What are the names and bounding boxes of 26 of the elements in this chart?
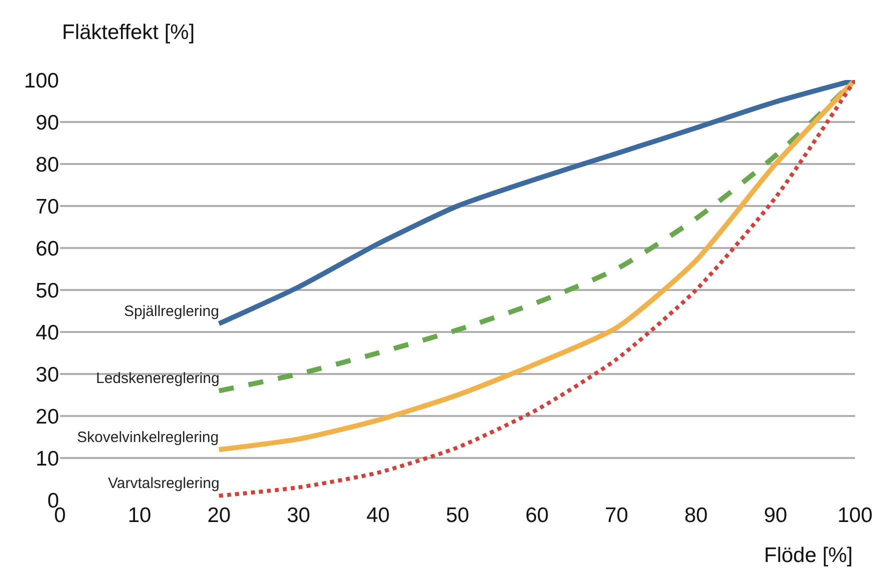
series-label: Skovelvinkelreglering — [77, 429, 219, 446]
x-tick-label: 90 — [764, 504, 788, 527]
y-tick-label: 100 — [24, 69, 59, 92]
y-tick-label: 80 — [36, 153, 59, 176]
x-tick-label: 80 — [684, 504, 708, 527]
y-axis-title: Fläkteffekt [%] — [62, 21, 195, 44]
y-tick-label: 50 — [36, 279, 59, 302]
x-axis-title: Flöde [%] — [764, 544, 853, 567]
x-tick-label: 20 — [207, 504, 231, 527]
series-label: Spjällreglering — [124, 303, 220, 320]
x-tick-label: 100 — [837, 504, 873, 527]
x-tick-label: 70 — [604, 504, 628, 527]
x-tick-label: 10 — [128, 504, 152, 527]
y-tick-label: 70 — [36, 195, 59, 218]
x-tick-label: 50 — [446, 504, 470, 527]
x-tick-label: 30 — [286, 504, 310, 527]
y-tick-label: 40 — [36, 321, 59, 344]
x-tick-label: 60 — [525, 504, 549, 527]
y-tick-label: 60 — [36, 237, 59, 260]
y-tick-label: 30 — [36, 363, 59, 386]
y-tick-label: 10 — [36, 447, 59, 470]
x-tick-label: 40 — [366, 504, 390, 527]
series-label: Varvtalsreglering — [108, 475, 220, 492]
series-label: Ledskenereglering — [96, 370, 220, 387]
y-tick-label: 20 — [36, 405, 59, 428]
y-tick-label: 90 — [36, 111, 59, 134]
